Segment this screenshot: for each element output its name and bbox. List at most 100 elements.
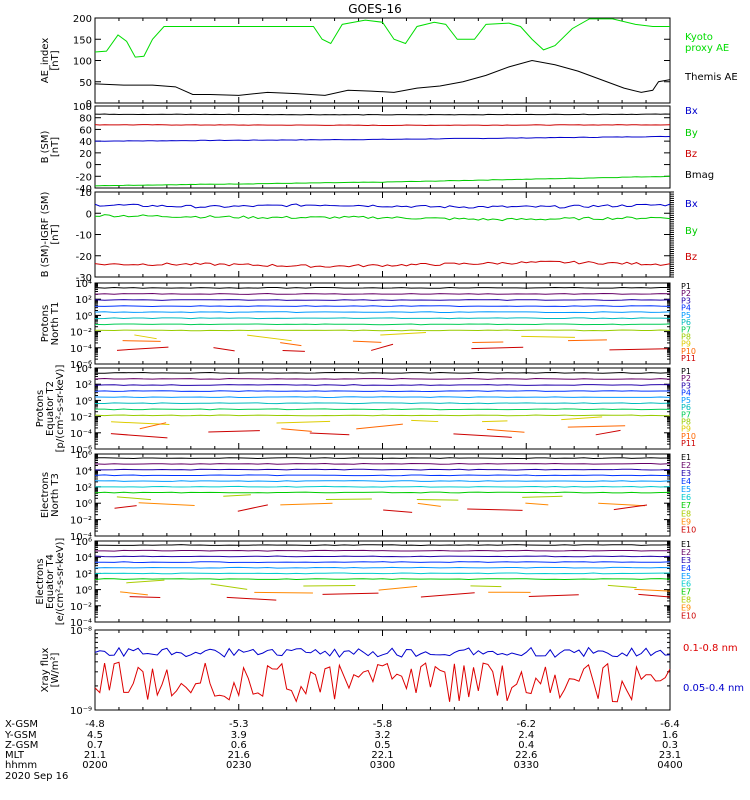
footer-value: 1.6 <box>662 730 678 741</box>
legend-entry: E4 <box>681 477 691 486</box>
legend-entry: E7 <box>681 501 691 510</box>
series-line <box>94 371 671 374</box>
y-tick-label: 200 <box>73 14 92 25</box>
series-segment <box>120 591 148 596</box>
y-axis-label: B (SM) <box>40 130 51 163</box>
legend-entry: P11 <box>681 354 696 363</box>
y-tick-label: -10 <box>76 231 92 242</box>
series-segment <box>528 594 579 598</box>
legend-entry: E7 <box>681 588 691 597</box>
y-tick-label: 10⁻⁶ <box>70 445 92 456</box>
legend-entry: P4 <box>681 389 691 398</box>
series-segment <box>129 596 161 599</box>
series-segment <box>110 433 168 439</box>
y-tick-label: 10⁻² <box>70 328 92 339</box>
series-segment <box>378 585 418 591</box>
series-line <box>94 390 671 392</box>
series-segment <box>116 496 152 501</box>
y-axis-label: [nT] <box>50 224 61 244</box>
legend-entry: P3 <box>681 381 691 390</box>
panel-frame <box>94 453 671 537</box>
y-tick-label: 10⁴ <box>75 279 92 290</box>
footer-value: -6.2 <box>516 719 536 730</box>
series-segment <box>420 592 475 598</box>
y-tick-label: 10⁻⁹ <box>70 706 92 717</box>
series-line <box>94 408 671 411</box>
series-line <box>94 561 671 563</box>
legend-entry: Bx <box>685 199 698 210</box>
y-tick-label: 10⁻⁸ <box>70 626 92 637</box>
series-line-themis-ae <box>94 59 671 96</box>
panel-frame <box>94 282 671 365</box>
legend-entry: P5 <box>681 311 691 320</box>
series-segment <box>525 502 549 506</box>
y-tick-label: 10⁶ <box>75 537 92 548</box>
y-tick-label: -30 <box>76 273 92 284</box>
series-segment <box>122 340 161 342</box>
panel-frame <box>94 540 671 623</box>
legend-entry: P11 <box>681 439 696 448</box>
y-axis-label: [nT] <box>50 137 61 157</box>
legend-entry: E8 <box>681 509 691 518</box>
series-segment <box>138 502 195 507</box>
legend-entry: E5 <box>681 572 691 581</box>
footer-value: 0300 <box>370 760 395 771</box>
series-segment <box>634 588 671 592</box>
legend-entry: P1 <box>681 282 691 291</box>
series-segment <box>134 334 157 340</box>
legend-entry: P5 <box>681 396 691 405</box>
footer-row-label: Z-GSM <box>5 740 38 751</box>
legend-entry: E2 <box>681 548 691 557</box>
legend-entry: P8 <box>681 333 691 342</box>
footer-value: 4.5 <box>87 730 103 741</box>
panel-xray: Xray flux [W/m²] 10⁻⁹ 10⁻⁸ 0.1-0.8 nm 0.05-0.… <box>40 626 744 717</box>
footer-value: -6.4 <box>660 719 680 730</box>
y-axis-label: Protons <box>40 305 51 342</box>
legend-entry: P4 <box>681 304 691 313</box>
legend-entry: E5 <box>681 485 691 494</box>
footer-value: 23.1 <box>659 750 681 761</box>
legend-entry: E6 <box>681 580 691 589</box>
series-line <box>94 544 671 546</box>
legend-entry: P7 <box>681 410 691 419</box>
series-line-bz <box>94 124 671 127</box>
series-segment <box>467 508 523 511</box>
y-axis-label: [e/(cm²-s-sr-keV)] <box>55 538 66 626</box>
series-line-bz <box>94 260 671 268</box>
panel-electrons_t4: Electrons Equator T4 [e/(cm²-s-sr-keV)] 10⁻… <box>35 537 696 629</box>
y-tick-label: 20 <box>79 149 92 160</box>
series-line-bmag <box>94 113 671 116</box>
y-tick-label: 0 <box>86 209 92 220</box>
series-segment <box>609 348 668 351</box>
series-line-by <box>94 175 671 187</box>
footer-value: 0.4 <box>518 740 534 751</box>
series-line <box>94 555 671 558</box>
footer-value: 2.4 <box>518 730 534 741</box>
y-axis-label: Electrons <box>40 472 51 518</box>
legend-entry: E10 <box>681 611 696 620</box>
y-tick-label: 10² <box>75 569 92 580</box>
series-line <box>94 474 671 477</box>
y-tick-label: 10⁰ <box>75 586 92 597</box>
y-tick-label: 10⁻⁴ <box>70 532 92 543</box>
series-line <box>94 491 671 494</box>
series-segment <box>522 495 563 498</box>
y-axis-label: Protons <box>35 390 46 427</box>
series-segment <box>470 585 502 588</box>
y-axis-label: North T3 <box>50 473 61 517</box>
legend-entry: E3 <box>681 469 691 478</box>
legend-entry: Themis AE <box>684 72 738 83</box>
panel-frame <box>94 367 671 450</box>
y-axis-label: Equator T2 <box>45 381 56 436</box>
footer-value: 0200 <box>82 760 107 771</box>
series-segment <box>322 592 379 595</box>
series-line-by <box>94 214 671 222</box>
y-axis-label: [W/m²] <box>50 652 61 687</box>
series-segment <box>303 584 356 587</box>
legend-entry: E1 <box>681 540 691 549</box>
footer-value: -4.8 <box>85 719 105 730</box>
legend-entry: E4 <box>681 564 691 573</box>
series-line <box>94 485 671 488</box>
footer-date: 2020 Sep 16 <box>5 771 68 782</box>
